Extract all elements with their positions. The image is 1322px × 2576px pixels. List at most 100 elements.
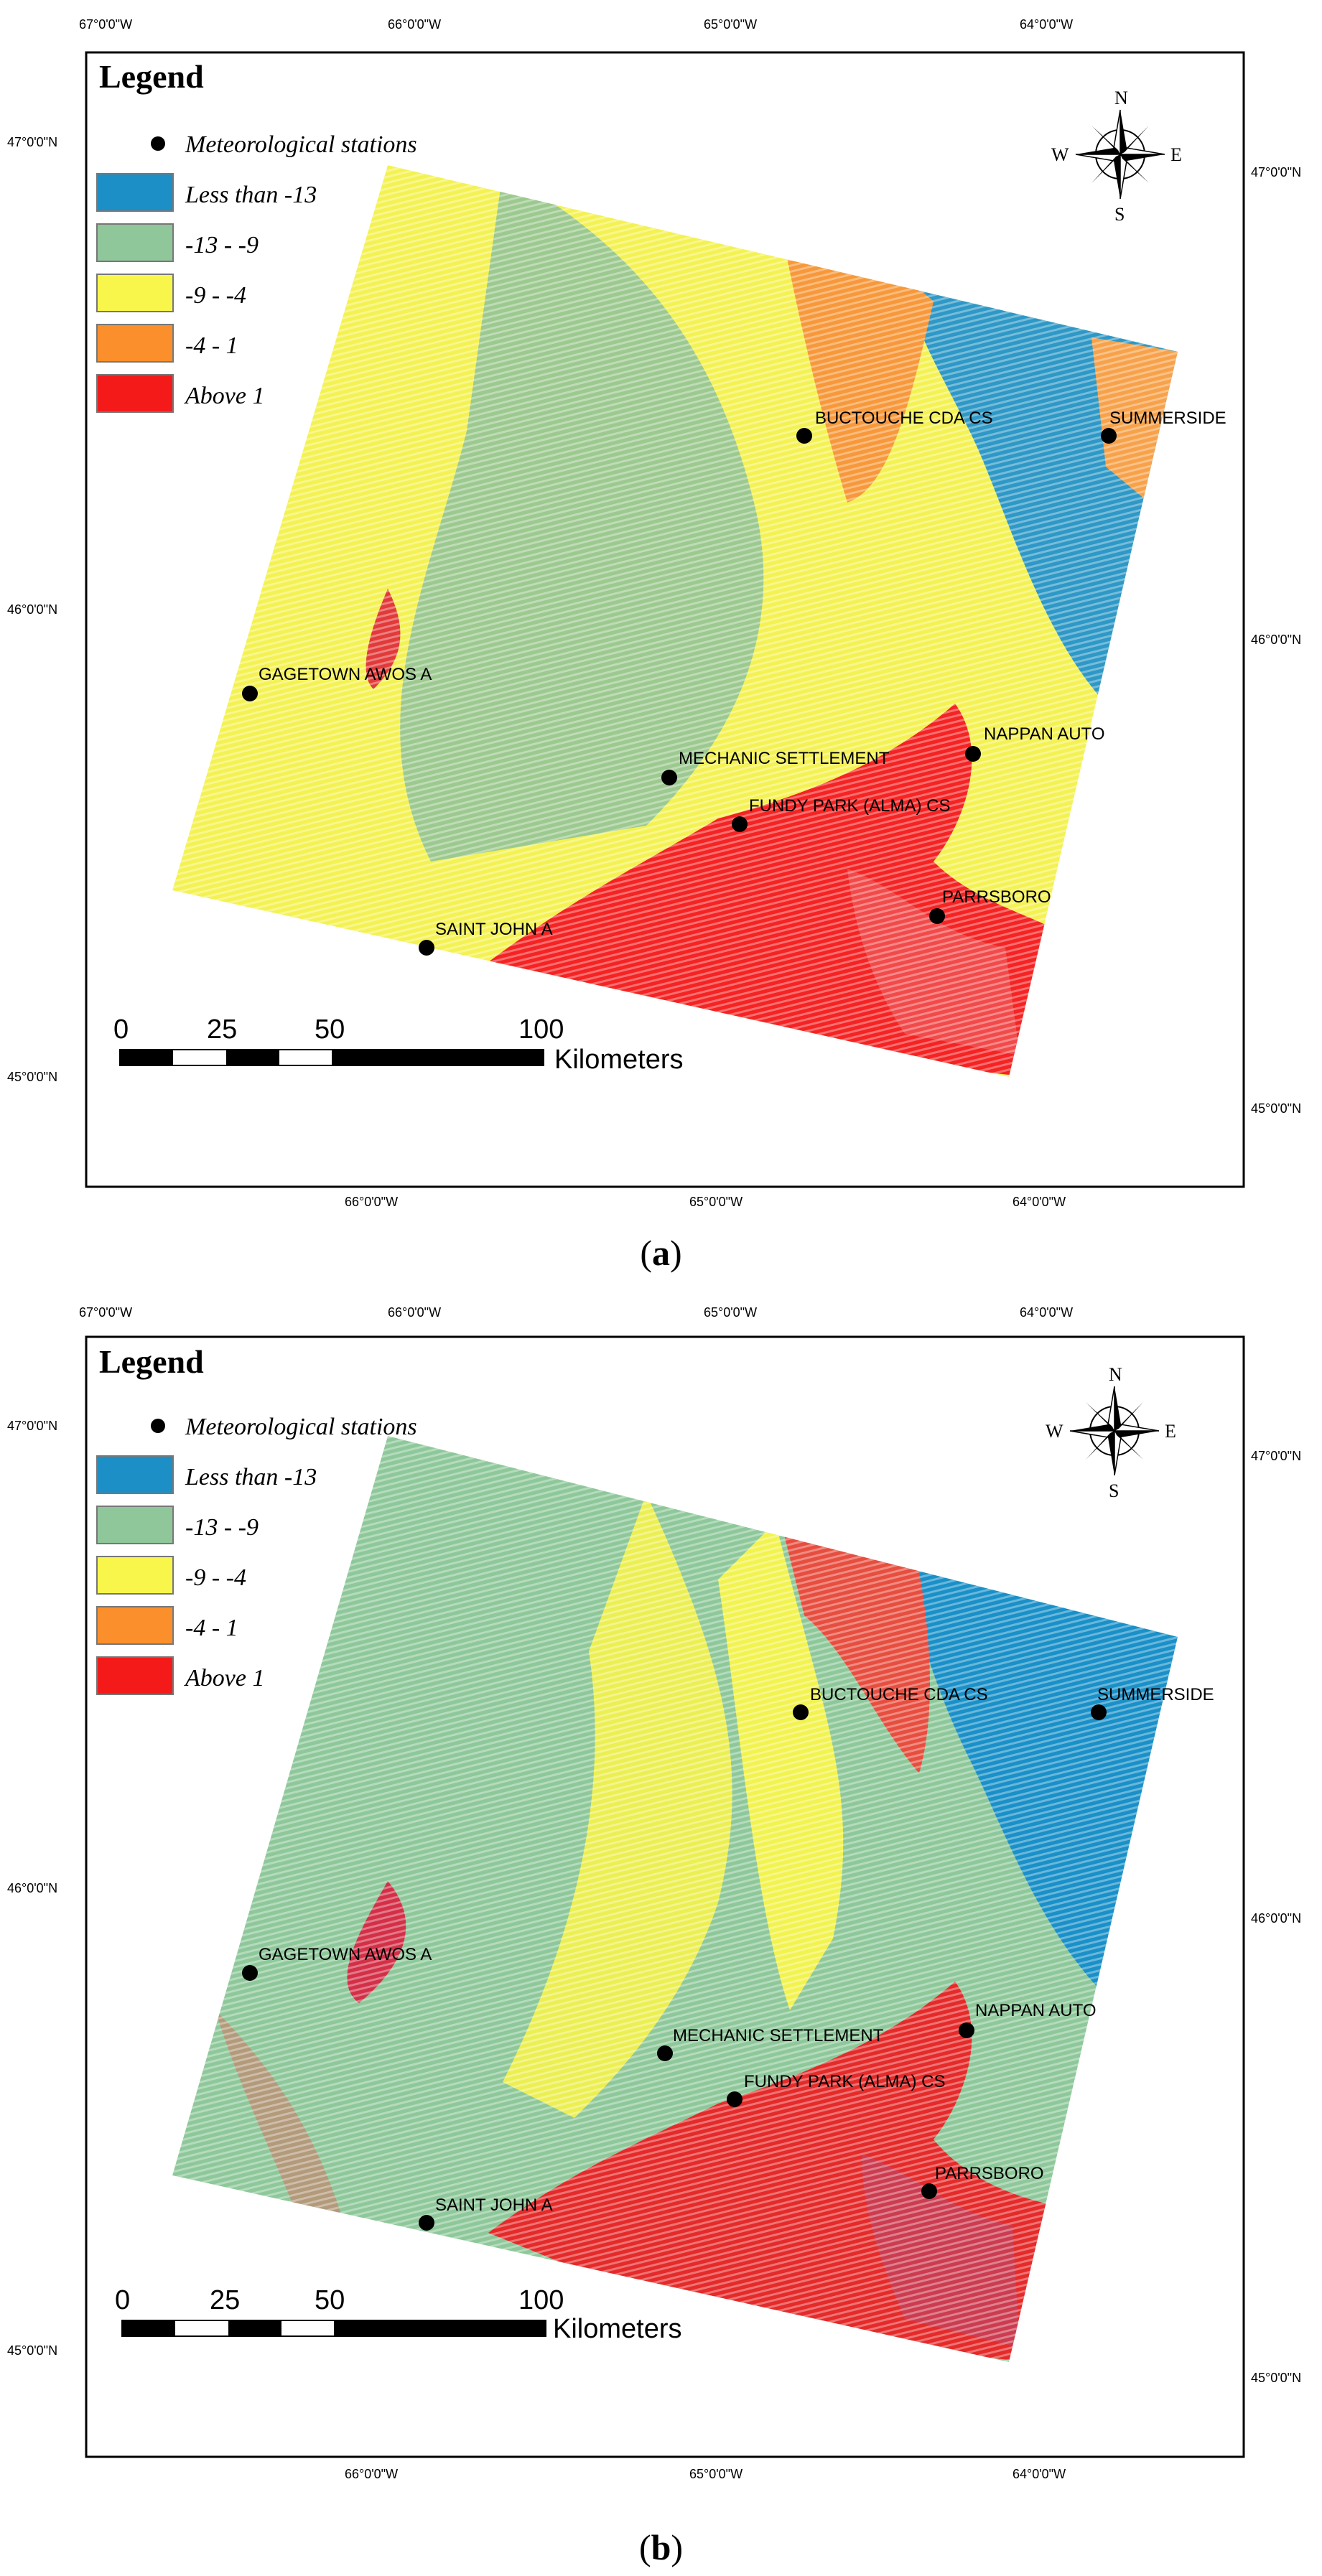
station-marker (793, 1704, 809, 1720)
legend-label-2: -9 - -4 (185, 1564, 246, 1591)
station-label: BUCTOUCHE CDA CS (815, 409, 993, 428)
station-marker (419, 2215, 434, 2231)
station-label: BUCTOUCHE CDA CS (810, 1685, 988, 1704)
map-b-svg: 67°0'0"W 66°0'0"W 65°0'0"W 64°0'0"W 66°0… (7, 1305, 1301, 2481)
station-marker (1091, 1704, 1107, 1720)
lon-bottom-64: 64°0'0"W (1013, 2467, 1066, 2481)
lon-top-67: 67°0'0"W (79, 17, 132, 32)
lat-left-45: 45°0'0"N (7, 1070, 57, 1084)
station-marker (796, 428, 812, 444)
caption-b: (b) (638, 2527, 684, 2567)
station-label: NAPPAN AUTO (984, 724, 1105, 744)
station-marker (959, 2022, 974, 2038)
legend-swatch-2 (96, 1556, 174, 1595)
lat-left-45: 45°0'0"N (7, 2343, 57, 2358)
compass-e: E (1165, 1421, 1176, 1442)
station-marker (419, 940, 434, 956)
station-symbol (151, 136, 165, 151)
compass-e: E (1170, 144, 1182, 165)
scale-tick-100: 100 (518, 1014, 564, 1045)
lon-bottom-66: 66°0'0"W (345, 2467, 398, 2481)
scale-tick-50: 50 (315, 2285, 345, 2315)
legend-station-label: Meteorological stations (185, 1414, 417, 1440)
station-label: PARRSBORO (935, 2164, 1044, 2183)
station-label: GAGETOWN AWOS A (259, 665, 432, 684)
scale-tick-0: 0 (113, 1014, 129, 1045)
legend-label-0: Less than -13 (185, 1464, 317, 1490)
graticule-labels: 67°0'0"W 66°0'0"W 65°0'0"W 64°0'0"W 66°0… (7, 1305, 1301, 2481)
legend-title: Legend (99, 1343, 204, 1380)
compass-n: N (1109, 1364, 1122, 1385)
legend-swatch-4 (96, 374, 174, 413)
station-marker (242, 686, 258, 701)
station-label: PARRSBORO (942, 887, 1051, 907)
lon-bottom-64: 64°0'0"W (1013, 1195, 1066, 1209)
legend-label-1: -13 - -9 (185, 232, 259, 258)
caption-b-label: b (651, 2527, 671, 2567)
north-arrow-icon: N S E W (1051, 88, 1182, 225)
legend-swatch-1 (96, 223, 174, 262)
lon-bottom-66: 66°0'0"W (345, 1195, 398, 1209)
legend-swatch-0 (96, 1455, 174, 1494)
legend-station-label: Meteorological stations (185, 131, 417, 158)
scale-tick-0: 0 (115, 2285, 130, 2315)
legend-label-4: Above 1 (184, 1665, 264, 1691)
lon-top-66: 66°0'0"W (388, 1305, 441, 1320)
scale-tick-25: 25 (207, 1014, 237, 1045)
station-label: GAGETOWN AWOS A (259, 1945, 432, 1964)
legend-swatch-4 (96, 1656, 174, 1695)
scale-unit: Kilometers (553, 2314, 682, 2344)
station-marker (1101, 428, 1117, 444)
station-marker (921, 2183, 937, 2199)
lon-bottom-65: 65°0'0"W (689, 1195, 743, 1209)
lon-top-67: 67°0'0"W (79, 1305, 132, 1320)
lon-top-64: 64°0'0"W (1020, 17, 1073, 32)
station-marker (732, 816, 748, 832)
lon-top-65: 65°0'0"W (704, 1305, 757, 1320)
station-label: MECHANIC SETTLEMENT (679, 749, 890, 768)
compass-w: W (1046, 1421, 1063, 1442)
compass-w: W (1051, 144, 1069, 165)
station-label: FUNDY PARK (ALMA) CS (749, 796, 951, 816)
scale-tick-25: 25 (210, 2285, 240, 2315)
legend-swatch-3 (96, 324, 174, 363)
lat-right-46: 46°0'0"N (1251, 1911, 1301, 1926)
legend-label-2: -9 - -4 (185, 282, 246, 309)
legend-swatch-2 (96, 274, 174, 312)
map-panel-a: 67°0'0"W 66°0'0"W 65°0'0"W 64°0'0"W 66°0… (7, 17, 1301, 1273)
lat-left-47: 47°0'0"N (7, 135, 57, 149)
map-panel-b: 67°0'0"W 66°0'0"W 65°0'0"W 64°0'0"W 66°0… (0, 1288, 1322, 2576)
lon-bottom-65: 65°0'0"W (689, 2467, 743, 2481)
legend-label-3: -4 - 1 (185, 1615, 238, 1641)
legend-label-0: Less than -13 (185, 182, 317, 208)
legend: Legend Meteorological stations Less than… (96, 1343, 417, 1695)
lat-left-46: 46°0'0"N (7, 602, 57, 617)
station-marker (661, 770, 677, 785)
caption-a: (a) (640, 1233, 682, 1273)
legend-swatch-1 (96, 1506, 174, 1544)
station-marker (727, 2091, 743, 2107)
lon-top-64: 64°0'0"W (1020, 1305, 1073, 1320)
legend-label-4: Above 1 (184, 383, 264, 409)
station-marker (929, 908, 945, 924)
station-label: SUMMERSIDE (1109, 409, 1226, 428)
compass-n: N (1114, 88, 1128, 108)
legend: Legend Meteorological stations Less than… (96, 58, 417, 413)
lat-left-47: 47°0'0"N (7, 1419, 57, 1433)
legend-label-3: -4 - 1 (185, 332, 238, 359)
legend-title: Legend (99, 58, 204, 95)
lon-top-65: 65°0'0"W (704, 17, 757, 32)
scale-bar: 0 25 50 100 Kilometers (115, 2285, 682, 2344)
map-a-svg: 67°0'0"W 66°0'0"W 65°0'0"W 64°0'0"W 66°0… (7, 17, 1301, 1209)
compass-s: S (1114, 204, 1125, 225)
station-marker (657, 2045, 673, 2061)
stations: BUCTOUCHE CDA CS SUMMERSIDE GAGETOWN AWO… (242, 409, 1226, 956)
compass-s: S (1109, 1480, 1119, 1501)
scale-tick-50: 50 (315, 1014, 345, 1045)
station-symbol (151, 1419, 165, 1433)
station-label: SUMMERSIDE (1097, 1685, 1214, 1704)
scale-tick-100: 100 (518, 2285, 564, 2315)
legend-swatch-0 (96, 173, 174, 212)
stations: BUCTOUCHE CDA CS SUMMERSIDE GAGETOWN AWO… (242, 1685, 1214, 2231)
lat-right-45: 45°0'0"N (1251, 1101, 1301, 1116)
